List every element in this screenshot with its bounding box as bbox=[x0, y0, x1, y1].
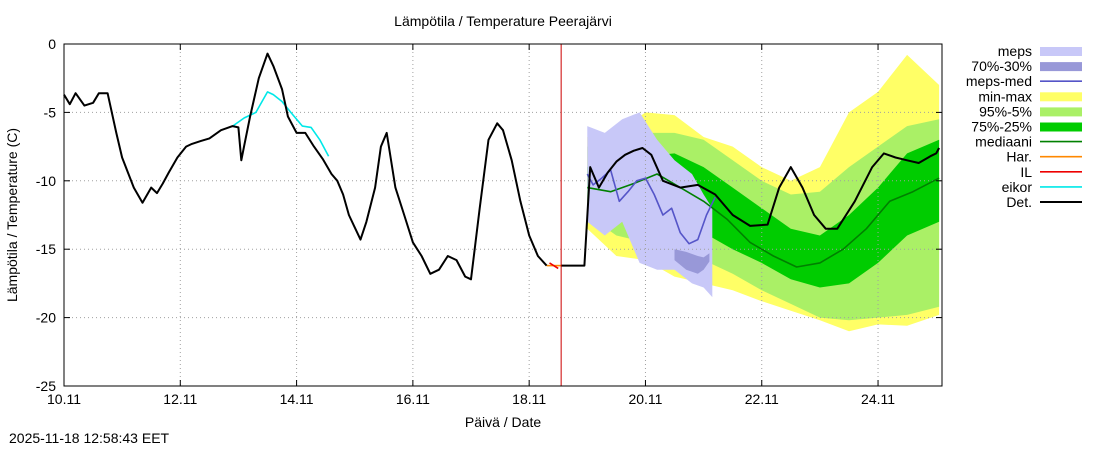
x-axis-label: Päivä / Date bbox=[465, 414, 541, 430]
axis-ticks: 10.11 12.11 14.11 16.11 18.11 20.11 22.11 24.11… bbox=[36, 36, 942, 407]
series-il bbox=[549, 262, 559, 270]
legend-label: eikor bbox=[1002, 179, 1033, 195]
x-tick-label: 18.11 bbox=[512, 391, 546, 407]
y-tick-label: -20 bbox=[36, 310, 56, 326]
plot-frame bbox=[63, 43, 943, 387]
legend-item-det: Det. bbox=[1006, 194, 1082, 210]
y-tick-label: -15 bbox=[36, 241, 56, 257]
legend-swatch bbox=[1040, 107, 1082, 117]
series-det bbox=[63, 52, 548, 281]
legend-item-har: Har. bbox=[1006, 149, 1082, 165]
legend-item-meps: meps bbox=[998, 43, 1082, 59]
legend-swatch bbox=[1040, 92, 1082, 102]
y-axis-label: Lämpötila / Temperature (C) bbox=[4, 128, 20, 302]
y-tick-label: 0 bbox=[48, 36, 56, 52]
grid bbox=[63, 43, 942, 387]
legend-item-p95-5: 95%-5% bbox=[979, 103, 1082, 119]
legend-swatch bbox=[1040, 122, 1082, 132]
legend-item-il: IL bbox=[1020, 164, 1082, 180]
y-tick-label: -10 bbox=[36, 173, 56, 189]
legend-item-meps-med: meps-med bbox=[966, 73, 1082, 89]
y-tick-label: -5 bbox=[44, 104, 57, 120]
legend-label: Det. bbox=[1006, 194, 1032, 210]
series-lines bbox=[63, 52, 940, 281]
x-tick-label: 20.11 bbox=[628, 391, 662, 407]
series-eikor bbox=[232, 91, 330, 157]
legend-label: 75%-25% bbox=[971, 119, 1032, 135]
legend-item-p75-25: 75%-25% bbox=[971, 119, 1082, 135]
legend-swatch bbox=[1040, 47, 1082, 56]
legend-item-min-max: min-max bbox=[978, 88, 1082, 104]
x-tick-label: 16.11 bbox=[396, 391, 430, 407]
legend-item-meps-70-30: 70%-30% bbox=[971, 58, 1082, 74]
legend: meps70%-30%meps-medmin-max95%-5%75%-25%m… bbox=[966, 43, 1082, 210]
legend-label: mediaani bbox=[975, 134, 1032, 150]
legend-label: meps bbox=[998, 43, 1032, 59]
x-tick-label: 22.11 bbox=[745, 391, 779, 407]
y-tick-label: -25 bbox=[36, 378, 56, 394]
legend-label: meps-med bbox=[966, 73, 1032, 89]
legend-swatch bbox=[1040, 62, 1082, 72]
legend-item-eikor: eikor bbox=[1002, 179, 1082, 195]
band-meps-70-30 bbox=[674, 249, 710, 274]
legend-label: 70%-30% bbox=[971, 58, 1032, 74]
x-tick-label: 12.11 bbox=[163, 391, 197, 407]
legend-label: 95%-5% bbox=[979, 103, 1032, 119]
legend-label: Har. bbox=[1006, 149, 1032, 165]
series-det bbox=[561, 147, 940, 267]
forecast-bands bbox=[587, 54, 940, 332]
x-tick-label: 24.11 bbox=[861, 391, 895, 407]
x-tick-label: 14.11 bbox=[280, 391, 314, 407]
legend-label: IL bbox=[1020, 164, 1032, 180]
legend-item-mediaani: mediaani bbox=[975, 134, 1082, 150]
x-tick-label: 10.11 bbox=[47, 391, 81, 407]
timestamp-footer: 2025-11-18 12:58:43 EET bbox=[9, 430, 170, 446]
legend-label: min-max bbox=[978, 88, 1032, 104]
chart-title: Lämpötila / Temperature Peerajärvi bbox=[394, 13, 612, 29]
